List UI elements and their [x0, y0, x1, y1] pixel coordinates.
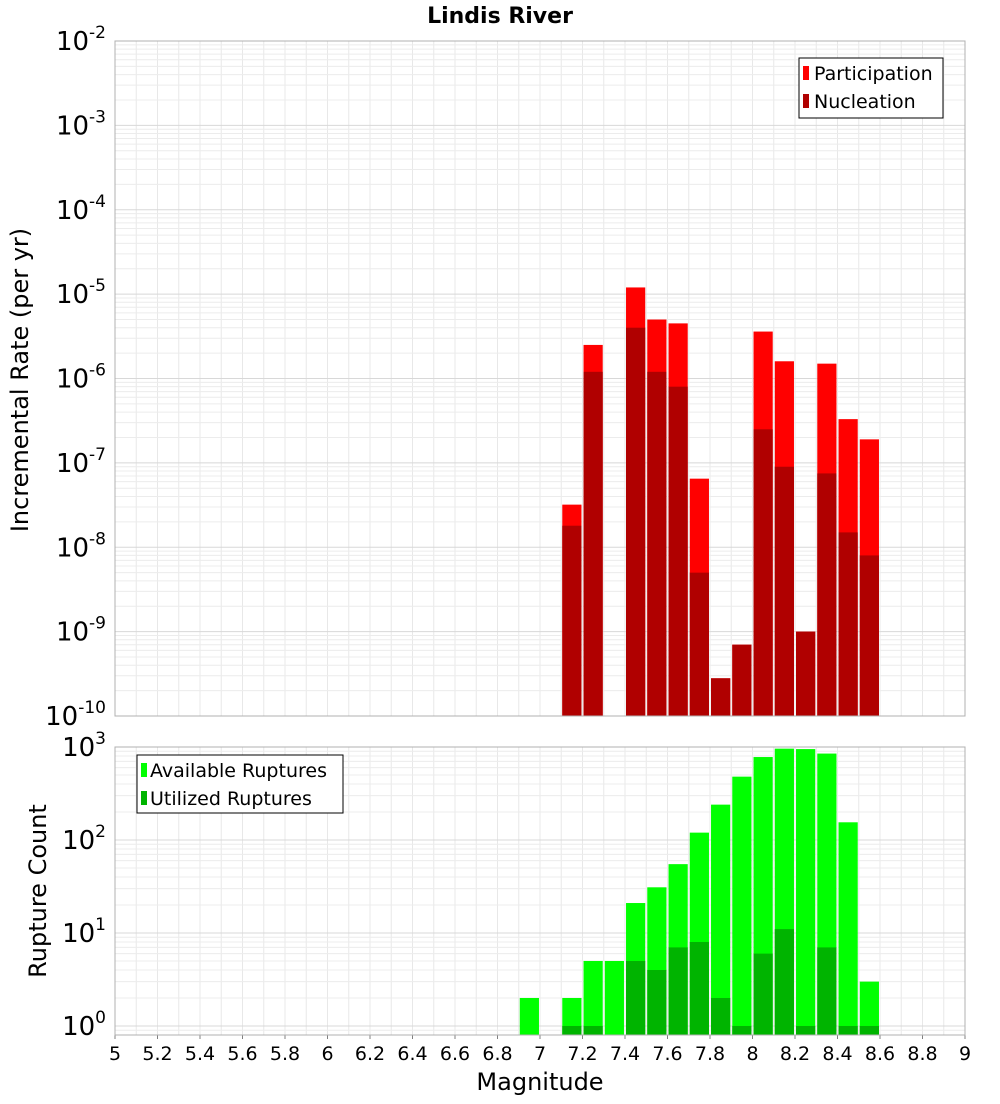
available-rupture-bar [859, 981, 879, 1035]
x-tick-label: 8.6 [865, 1043, 895, 1065]
nucleation-bar [859, 555, 879, 716]
y-tick-label: 10-5 [56, 276, 106, 310]
utilized-rupture-bar [711, 997, 731, 1035]
available-rupture-bar [562, 997, 582, 1035]
y-tick-label: 100 [62, 1008, 106, 1042]
utilized-legend-label: Utilized Ruptures [150, 788, 312, 810]
available-rupture-bar [732, 776, 752, 1035]
rupture-legend-box [136, 754, 344, 814]
x-tick-label: 5.4 [185, 1043, 215, 1065]
nucleation-bar [689, 572, 709, 716]
utilized-rupture-bar [668, 947, 688, 1035]
x-tick-label: 6.8 [482, 1043, 512, 1065]
x-tick-label: 6.2 [355, 1043, 385, 1065]
nucleation-legend-label: Nucleation [814, 91, 916, 113]
available-rupture-bar [519, 997, 539, 1035]
utilized-rupture-bar [626, 960, 646, 1035]
nucleation-bar [838, 532, 858, 716]
utilized-rupture-bar [817, 947, 837, 1035]
y-tick-label: 10-9 [56, 614, 106, 648]
y-tick-label: 103 [62, 729, 106, 763]
available-rupture-bar [583, 960, 603, 1035]
nucleation-bar [668, 386, 688, 716]
rupture-y-axis-label: Rupture Count [24, 804, 52, 978]
rate-plot-grid [114, 40, 966, 717]
utilized-rupture-bar [562, 1025, 582, 1035]
x-tick-label: 6 [321, 1043, 333, 1065]
utilized-rupture-bar [647, 969, 667, 1035]
chart-title: Lindis River [427, 4, 573, 29]
nucleation-bar [774, 466, 794, 716]
nucleation-bar [817, 473, 837, 716]
available-rupture-bar [711, 804, 731, 1035]
rate-y-tick-labels: 10-10 10-9 10-8 10-7 10-6 10-5 10-4 10-3 10-2 [45, 23, 106, 732]
rupture-count-panel: 100 101 102 103 5 5.2 5.4 5.6 5.8 6 6.2 6.4 6.6 6.8 7… [24, 729, 971, 1096]
x-tick-label: 8.8 [907, 1043, 937, 1065]
available-rupture-bar [838, 822, 858, 1035]
nucleation-bar [732, 644, 752, 716]
x-tick-label: 7.6 [652, 1043, 682, 1065]
nucleation-bars [562, 327, 879, 716]
utilized-rupture-bar [753, 953, 773, 1035]
available-rupture-bar [796, 749, 816, 1035]
rupture-legend: Available Ruptures Utilized Ruptures [136, 754, 344, 814]
nucleation-bar [583, 371, 603, 716]
x-tick-label: 8 [746, 1043, 758, 1065]
rate-plot-panel: 10-10 10-9 10-8 10-7 10-6 10-5 10-4 10-3 10-2 In… [6, 23, 966, 732]
nucleation-bar [562, 525, 582, 716]
y-tick-label: 101 [62, 915, 106, 949]
rate-legend-box [798, 57, 944, 119]
rate-legend: Participation Nucleation [798, 57, 944, 119]
x-tick-label: 5.6 [227, 1043, 257, 1065]
available-legend-label: Available Ruptures [150, 760, 327, 782]
x-tick-label: 9 [959, 1043, 971, 1065]
x-tick-label: 5 [109, 1043, 121, 1065]
nucleation-legend-swatch [803, 94, 809, 108]
available-rupture-bar [604, 960, 624, 1035]
y-tick-label: 10-10 [45, 698, 106, 732]
x-tick-label: 7.2 [567, 1043, 597, 1065]
utilized-rupture-bar [838, 1025, 858, 1035]
nucleation-bar [647, 371, 667, 716]
y-tick-label: 10-6 [56, 361, 106, 395]
y-tick-label: 102 [62, 822, 106, 856]
participation-legend-label: Participation [814, 63, 933, 85]
y-tick-label: 10-8 [56, 529, 106, 563]
rupture-plot-border [114, 746, 966, 1036]
x-tick-label: 6.4 [397, 1043, 427, 1065]
nucleation-bar [711, 678, 731, 716]
x-tick-label: 6.6 [440, 1043, 470, 1065]
rate-y-axis-label: Incremental Rate (per yr) [6, 228, 34, 532]
utilized-rupture-bar [732, 1025, 752, 1035]
y-tick-label: 10-7 [56, 445, 106, 479]
rate-plot-border [114, 40, 966, 717]
x-tick-label: 5.2 [142, 1043, 172, 1065]
utilized-legend-swatch [141, 791, 147, 805]
y-tick-label: 10-4 [56, 192, 106, 226]
utilized-rupture-bar [583, 1025, 603, 1035]
x-axis-label: Magnitude [476, 1068, 603, 1096]
x-tick-label: 7 [534, 1043, 546, 1065]
utilized-rupture-bar [859, 1025, 879, 1035]
x-tick-label: 5.8 [270, 1043, 300, 1065]
utilized-rupture-bar [774, 929, 794, 1035]
nucleation-bar [796, 631, 816, 716]
rupture-y-tick-labels: 100 101 102 103 [62, 729, 106, 1042]
participation-legend-swatch [803, 66, 809, 80]
y-tick-label: 10-2 [56, 23, 106, 57]
x-tick-label: 7.4 [610, 1043, 640, 1065]
nucleation-bar [626, 327, 646, 716]
utilized-rupture-bar [796, 1025, 816, 1035]
utilized-rupture-bar [689, 942, 709, 1035]
x-tick-label: 7.8 [695, 1043, 725, 1065]
x-tick-label: 8.2 [780, 1043, 810, 1065]
utilized-rupture-bars [562, 929, 879, 1035]
x-tick-label: 8.4 [822, 1043, 852, 1065]
y-tick-label: 10-3 [56, 107, 106, 141]
available-legend-swatch [141, 763, 147, 777]
nucleation-bar [753, 429, 773, 716]
magnitude-tick-labels: 5 5.2 5.4 5.6 5.8 6 6.2 6.4 6.6 6.8 7 7.2 7.4 7.6 7.8 8… [109, 1035, 971, 1065]
